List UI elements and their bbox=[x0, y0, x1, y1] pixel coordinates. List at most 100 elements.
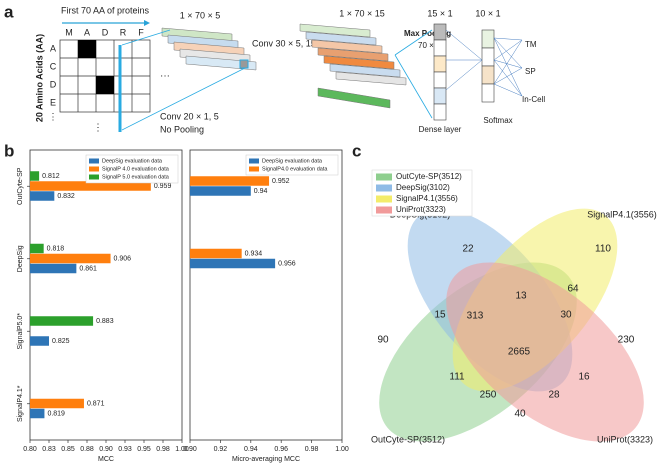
diagram: First 70 AA of proteins M A D R F A C D … bbox=[34, 5, 545, 134]
legend-swatch bbox=[249, 166, 259, 172]
softmax-unit bbox=[481, 29, 495, 49]
panel-label: a bbox=[4, 2, 14, 21]
column-label: M bbox=[65, 27, 73, 37]
value-label: 0.934 bbox=[245, 251, 263, 258]
region-count: 111 bbox=[449, 372, 465, 383]
kernel-cell bbox=[239, 59, 249, 69]
legend-swatch bbox=[249, 158, 259, 164]
region-count: 16 bbox=[578, 372, 590, 383]
layer-label: Softmax bbox=[483, 116, 512, 125]
legend-swatch bbox=[376, 195, 392, 203]
y-tick-label: DeepSig bbox=[17, 245, 24, 272]
connector bbox=[445, 29, 483, 61]
connector bbox=[493, 59, 523, 97]
softmax-unit bbox=[481, 47, 495, 67]
region-count: 28 bbox=[548, 390, 560, 401]
value-label: 0.812 bbox=[42, 173, 60, 180]
bar bbox=[30, 263, 77, 274]
value-label: 0.871 bbox=[87, 401, 105, 408]
connector bbox=[121, 67, 246, 131]
shape-label: 15 × 1 bbox=[427, 8, 452, 18]
feature-map bbox=[323, 55, 395, 70]
region-count: 313 bbox=[467, 311, 484, 322]
row-label: C bbox=[50, 61, 57, 71]
one-hot-cell bbox=[78, 40, 96, 58]
y-tick-label: SignalP4.1* bbox=[17, 385, 24, 422]
legend-swatch bbox=[89, 174, 99, 180]
feature-map bbox=[305, 31, 377, 46]
pool-size: 70 × 1 bbox=[418, 41, 441, 50]
output-label: TM bbox=[525, 40, 537, 49]
shape-label: 1 × 70 × 5 bbox=[180, 10, 221, 20]
venn-set bbox=[446, 262, 644, 442]
x-tick-label: 0.88 bbox=[80, 446, 94, 453]
region-count: 30 bbox=[560, 310, 572, 321]
x-tick-label: 0.90 bbox=[99, 446, 113, 453]
region-count: 15 bbox=[434, 310, 446, 321]
region-count: 40 bbox=[514, 409, 526, 420]
row-label: A bbox=[50, 43, 56, 53]
region-count: 90 bbox=[377, 335, 389, 346]
matrix-title: First 70 AA of proteins bbox=[61, 5, 150, 15]
connector bbox=[493, 39, 523, 61]
feature-map bbox=[299, 23, 371, 38]
bar bbox=[30, 316, 94, 326]
y-tick-label: SignalP5.0* bbox=[17, 313, 24, 350]
x-tick-label: 0.94 bbox=[244, 446, 258, 453]
legend-label: DeepSig evaluation data bbox=[262, 158, 323, 164]
plot-frame bbox=[189, 149, 343, 441]
value-label: 0.959 bbox=[154, 183, 172, 190]
bar bbox=[30, 243, 44, 254]
bar bbox=[30, 253, 111, 264]
value-label: 0.861 bbox=[79, 266, 97, 273]
value-label: 0.952 bbox=[272, 178, 290, 185]
network-shapes bbox=[121, 23, 523, 131]
connector bbox=[394, 29, 433, 56]
set-label: UniProt(3323) bbox=[597, 434, 653, 444]
one-hot-cell bbox=[96, 76, 114, 94]
legend-swatch bbox=[376, 206, 392, 214]
region-count: 250 bbox=[480, 390, 497, 401]
x-tick-label: 0.98 bbox=[305, 446, 319, 453]
connector bbox=[493, 39, 523, 85]
bar bbox=[30, 398, 84, 409]
bar bbox=[30, 191, 55, 201]
column-label: A bbox=[84, 27, 90, 37]
dense-unit bbox=[433, 71, 447, 89]
feature-map bbox=[335, 71, 407, 86]
bar bbox=[30, 408, 45, 419]
ellipsis: ⋮ bbox=[93, 123, 103, 134]
x-tick-label: 1.00 bbox=[335, 446, 349, 453]
bar bbox=[30, 181, 151, 191]
feature-map bbox=[317, 47, 389, 62]
legend-box bbox=[245, 154, 339, 176]
legend-swatch bbox=[89, 158, 99, 164]
x-tick-label: 0.85 bbox=[61, 446, 75, 453]
row-label: E bbox=[50, 97, 56, 107]
dense-unit bbox=[433, 103, 447, 121]
x-tick-label: 0.83 bbox=[42, 446, 56, 453]
dense-unit bbox=[433, 39, 447, 57]
connector bbox=[493, 83, 523, 97]
connector bbox=[493, 37, 523, 69]
legend-swatch bbox=[376, 173, 392, 181]
legend-box bbox=[85, 154, 179, 184]
x-tick-label: 0.92 bbox=[214, 446, 228, 453]
x-tick-label: 0.95 bbox=[137, 446, 151, 453]
layer-label: Dense layer bbox=[419, 125, 462, 134]
column-label: D bbox=[102, 27, 109, 37]
pool-label: Max Pooling bbox=[404, 29, 451, 38]
bar bbox=[30, 336, 49, 346]
row-label: ⋮ bbox=[49, 111, 58, 121]
panel-label: b bbox=[4, 141, 14, 160]
x-axis-label: MCC bbox=[98, 456, 114, 463]
bar bbox=[190, 186, 251, 196]
softmax-unit bbox=[481, 83, 495, 103]
x-tick-label: 0.90 bbox=[183, 446, 197, 453]
value-label: 0.906 bbox=[114, 256, 132, 263]
pool-label: No Pooling bbox=[160, 124, 204, 134]
dense-unit bbox=[433, 23, 447, 41]
legend-label: OutCyte-SP(3512) bbox=[396, 172, 462, 181]
legend-label: DeepSig(3102) bbox=[396, 183, 450, 192]
column-label: R bbox=[120, 27, 127, 37]
